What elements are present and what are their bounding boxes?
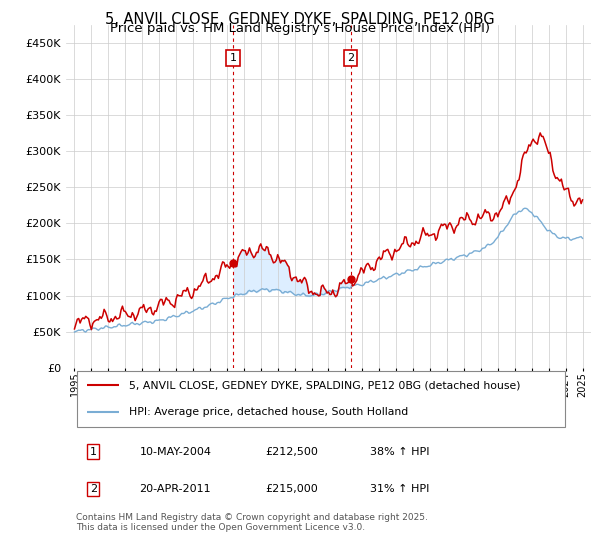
Text: Price paid vs. HM Land Registry's House Price Index (HPI): Price paid vs. HM Land Registry's House … [110, 22, 490, 35]
Text: 2: 2 [347, 53, 354, 63]
Text: 1: 1 [90, 447, 97, 457]
Text: 1: 1 [229, 53, 236, 63]
Text: HPI: Average price, detached house, South Holland: HPI: Average price, detached house, Sout… [129, 408, 408, 417]
Text: Contains HM Land Registry data © Crown copyright and database right 2025.
This d: Contains HM Land Registry data © Crown c… [77, 513, 428, 533]
Text: 10-MAY-2004: 10-MAY-2004 [139, 447, 212, 457]
FancyBboxPatch shape [77, 371, 565, 427]
Text: 2: 2 [90, 484, 97, 494]
Text: 38% ↑ HPI: 38% ↑ HPI [371, 447, 430, 457]
Text: 5, ANVIL CLOSE, GEDNEY DYKE, SPALDING, PE12 0BG (detached house): 5, ANVIL CLOSE, GEDNEY DYKE, SPALDING, P… [129, 380, 521, 390]
Text: 20-APR-2011: 20-APR-2011 [139, 484, 211, 494]
Text: 5, ANVIL CLOSE, GEDNEY DYKE, SPALDING, PE12 0BG: 5, ANVIL CLOSE, GEDNEY DYKE, SPALDING, P… [105, 12, 495, 27]
Text: £215,000: £215,000 [265, 484, 318, 494]
Text: £212,500: £212,500 [265, 447, 319, 457]
Text: 31% ↑ HPI: 31% ↑ HPI [371, 484, 430, 494]
